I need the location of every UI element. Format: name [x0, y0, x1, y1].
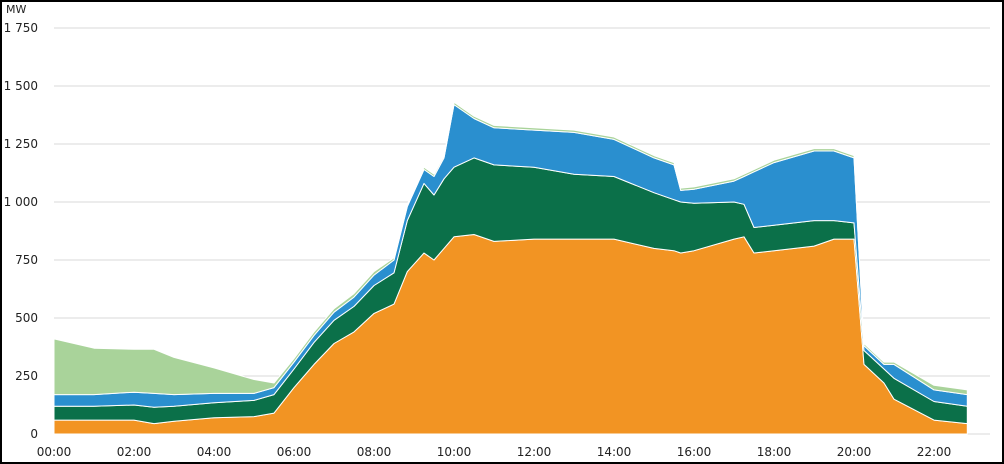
x-tick-label: 12:00 [517, 445, 552, 459]
y-tick-label: 250 [15, 369, 38, 383]
x-tick-label: 02:00 [117, 445, 152, 459]
x-tick-label: 16:00 [677, 445, 712, 459]
x-tick-label: 14:00 [597, 445, 632, 459]
y-tick-label: 1 500 [4, 79, 38, 93]
y-unit-label: MW [6, 3, 26, 16]
y-tick-label: 750 [15, 253, 38, 267]
x-tick-label: 22:00 [917, 445, 952, 459]
x-tick-label: 08:00 [357, 445, 392, 459]
x-tick-label: 10:00 [437, 445, 472, 459]
x-tick-label: 20:00 [837, 445, 872, 459]
x-tick-label: 04:00 [197, 445, 232, 459]
y-axis-ticks: 0 250 500 750 1 000 1 250 1 500 1 750 [4, 21, 38, 441]
y-tick-label: 0 [30, 427, 38, 441]
series-areas [53, 101, 968, 435]
series-area-4 [53, 101, 968, 396]
x-tick-label: 00:00 [37, 445, 72, 459]
y-tick-label: 1 750 [4, 21, 38, 35]
x-axis-ticks: 00:00 02:00 04:00 06:00 08:00 10:00 12:00 14:00… [37, 445, 952, 459]
y-tick-label: 1 250 [4, 137, 38, 151]
x-tick-label: 18:00 [757, 445, 792, 459]
y-tick-label: 1 000 [4, 195, 38, 209]
y-tick-label: 500 [15, 311, 38, 325]
x-tick-label: 06:00 [277, 445, 312, 459]
